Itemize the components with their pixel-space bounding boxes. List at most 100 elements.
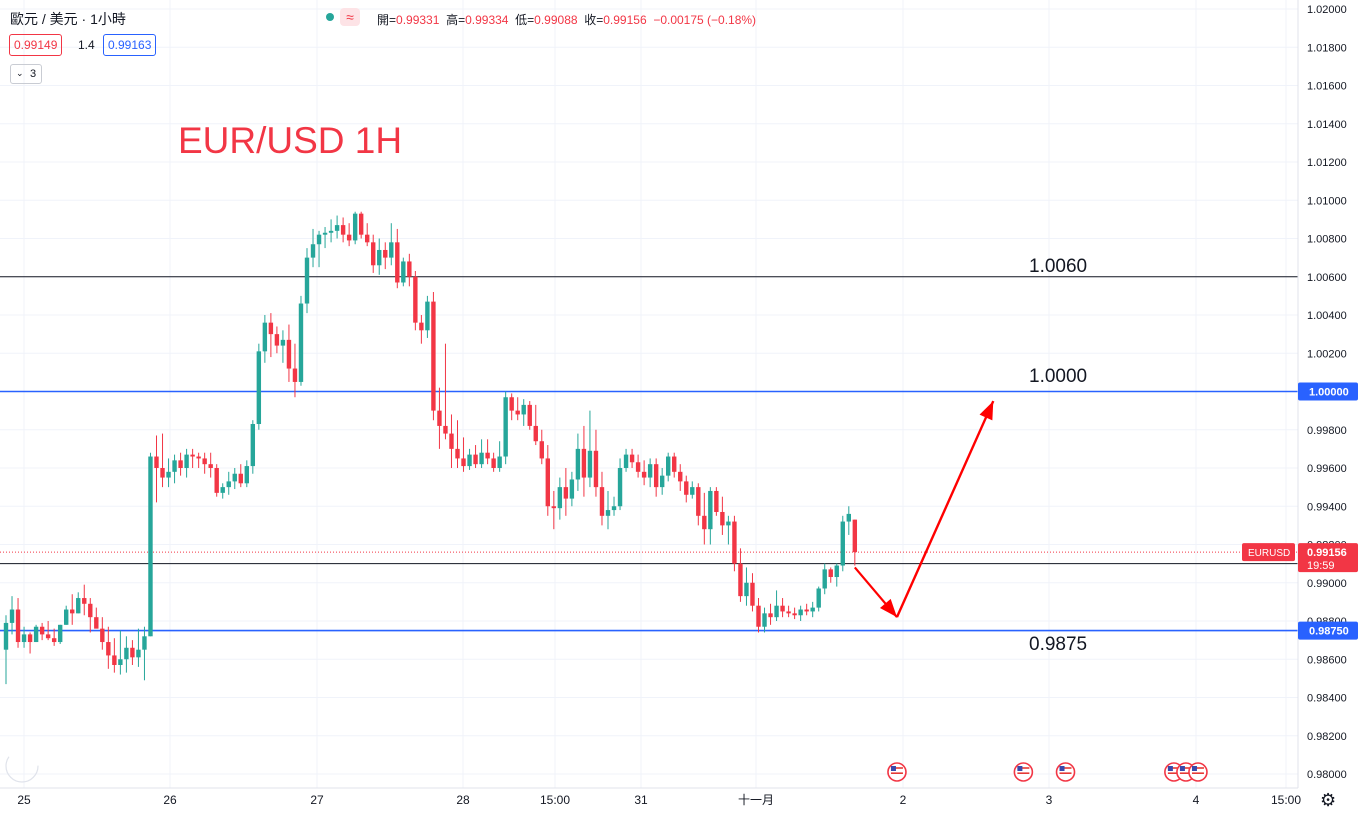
candle[interactable] — [94, 607, 99, 629]
candle[interactable] — [605, 490, 611, 530]
candle[interactable] — [316, 230, 322, 268]
candle[interactable] — [455, 420, 460, 468]
candle[interactable] — [190, 448, 195, 468]
candle[interactable] — [136, 628, 141, 667]
buy-price-button[interactable]: 0.99163 — [103, 34, 157, 56]
candle[interactable] — [280, 330, 286, 363]
candle[interactable] — [57, 624, 63, 644]
candle[interactable] — [611, 496, 617, 516]
candle[interactable] — [467, 448, 472, 470]
candle[interactable] — [437, 387, 442, 449]
candle[interactable] — [148, 452, 153, 637]
forecast-up-arrow[interactable] — [895, 400, 995, 618]
indicators-toggle[interactable]: ⌄ 3 — [10, 64, 42, 84]
candle[interactable] — [449, 414, 454, 468]
candle[interactable] — [485, 439, 490, 465]
candle[interactable] — [557, 477, 563, 520]
candle[interactable] — [286, 324, 292, 382]
candle[interactable] — [641, 460, 647, 486]
candle[interactable] — [599, 471, 605, 526]
candle[interactable] — [196, 452, 201, 468]
candle[interactable] — [684, 475, 689, 503]
candle[interactable] — [365, 223, 370, 247]
candle[interactable] — [479, 439, 484, 468]
symbol-badge[interactable] — [1242, 543, 1295, 562]
candle[interactable] — [443, 343, 448, 440]
candle[interactable] — [732, 515, 737, 572]
candle[interactable] — [647, 458, 653, 488]
candle[interactable] — [726, 515, 731, 545]
candle[interactable] — [780, 598, 785, 618]
candle[interactable] — [491, 452, 496, 472]
candle[interactable] — [804, 603, 809, 616]
candle[interactable] — [262, 315, 268, 363]
candle[interactable] — [822, 563, 827, 595]
candle[interactable] — [702, 492, 707, 545]
candle[interactable] — [431, 292, 436, 421]
candle[interactable] — [268, 313, 274, 358]
candle[interactable] — [112, 638, 117, 673]
candle[interactable] — [88, 598, 93, 633]
candle[interactable] — [208, 452, 213, 478]
candle[interactable] — [419, 315, 424, 344]
wave-icon[interactable]: ≈ — [340, 8, 360, 26]
candle[interactable] — [142, 626, 147, 681]
chart-annotation-title[interactable]: EUR/USD 1H — [178, 120, 403, 161]
candle[interactable] — [292, 343, 298, 398]
candle[interactable] — [3, 615, 9, 685]
candle[interactable] — [166, 458, 171, 488]
candle[interactable] — [690, 481, 695, 499]
candle[interactable] — [395, 228, 400, 289]
candle[interactable] — [810, 601, 815, 618]
candle[interactable] — [533, 404, 538, 446]
us-flag-event-icon[interactable] — [1188, 762, 1208, 782]
level-badge-1[interactable] — [1298, 382, 1358, 401]
candle[interactable] — [678, 464, 683, 491]
level-label-3[interactable]: 0.9875 — [1029, 634, 1088, 655]
candle[interactable] — [27, 632, 33, 654]
candle[interactable] — [389, 223, 394, 266]
candle[interactable] — [720, 496, 725, 535]
candle[interactable] — [593, 429, 599, 497]
candle[interactable] — [250, 420, 256, 474]
candle[interactable] — [786, 605, 791, 618]
candle[interactable] — [840, 515, 845, 572]
candle[interactable] — [160, 433, 165, 488]
candle[interactable] — [521, 399, 526, 426]
candle[interactable] — [497, 441, 502, 472]
candle[interactable] — [154, 435, 159, 503]
candle[interactable] — [659, 468, 665, 495]
candle[interactable] — [9, 596, 15, 635]
candle[interactable] — [45, 621, 51, 641]
candle[interactable] — [172, 454, 177, 484]
candle[interactable] — [274, 326, 280, 354]
candle[interactable] — [563, 468, 569, 516]
candle[interactable] — [792, 607, 797, 620]
candle[interactable] — [70, 594, 75, 625]
candle[interactable] — [672, 452, 677, 478]
candle[interactable] — [744, 567, 749, 606]
candle[interactable] — [39, 622, 45, 641]
gear-icon[interactable]: ⚙ — [1320, 790, 1337, 810]
candle[interactable] — [15, 598, 21, 648]
candle[interactable] — [232, 468, 237, 490]
candle[interactable] — [635, 454, 641, 478]
candle[interactable] — [82, 584, 87, 616]
candle[interactable] — [124, 636, 129, 673]
candle[interactable] — [51, 628, 57, 646]
candle[interactable] — [623, 448, 629, 472]
candle[interactable] — [346, 223, 352, 247]
candle[interactable] — [130, 640, 135, 665]
market-status[interactable]: ≈ — [320, 8, 360, 26]
candle[interactable] — [64, 605, 69, 625]
candle[interactable] — [816, 586, 821, 612]
level-label-2[interactable]: 1.0000 — [1029, 366, 1088, 387]
candle[interactable] — [738, 548, 743, 602]
candle[interactable] — [653, 458, 659, 497]
level-label-1[interactable]: 1.0060 — [1029, 256, 1088, 277]
candle[interactable] — [220, 483, 225, 499]
candle[interactable] — [575, 433, 581, 491]
candle[interactable] — [106, 626, 111, 669]
sell-price-button[interactable]: 0.99149 — [9, 34, 63, 56]
level-badge-2[interactable] — [1298, 621, 1358, 640]
